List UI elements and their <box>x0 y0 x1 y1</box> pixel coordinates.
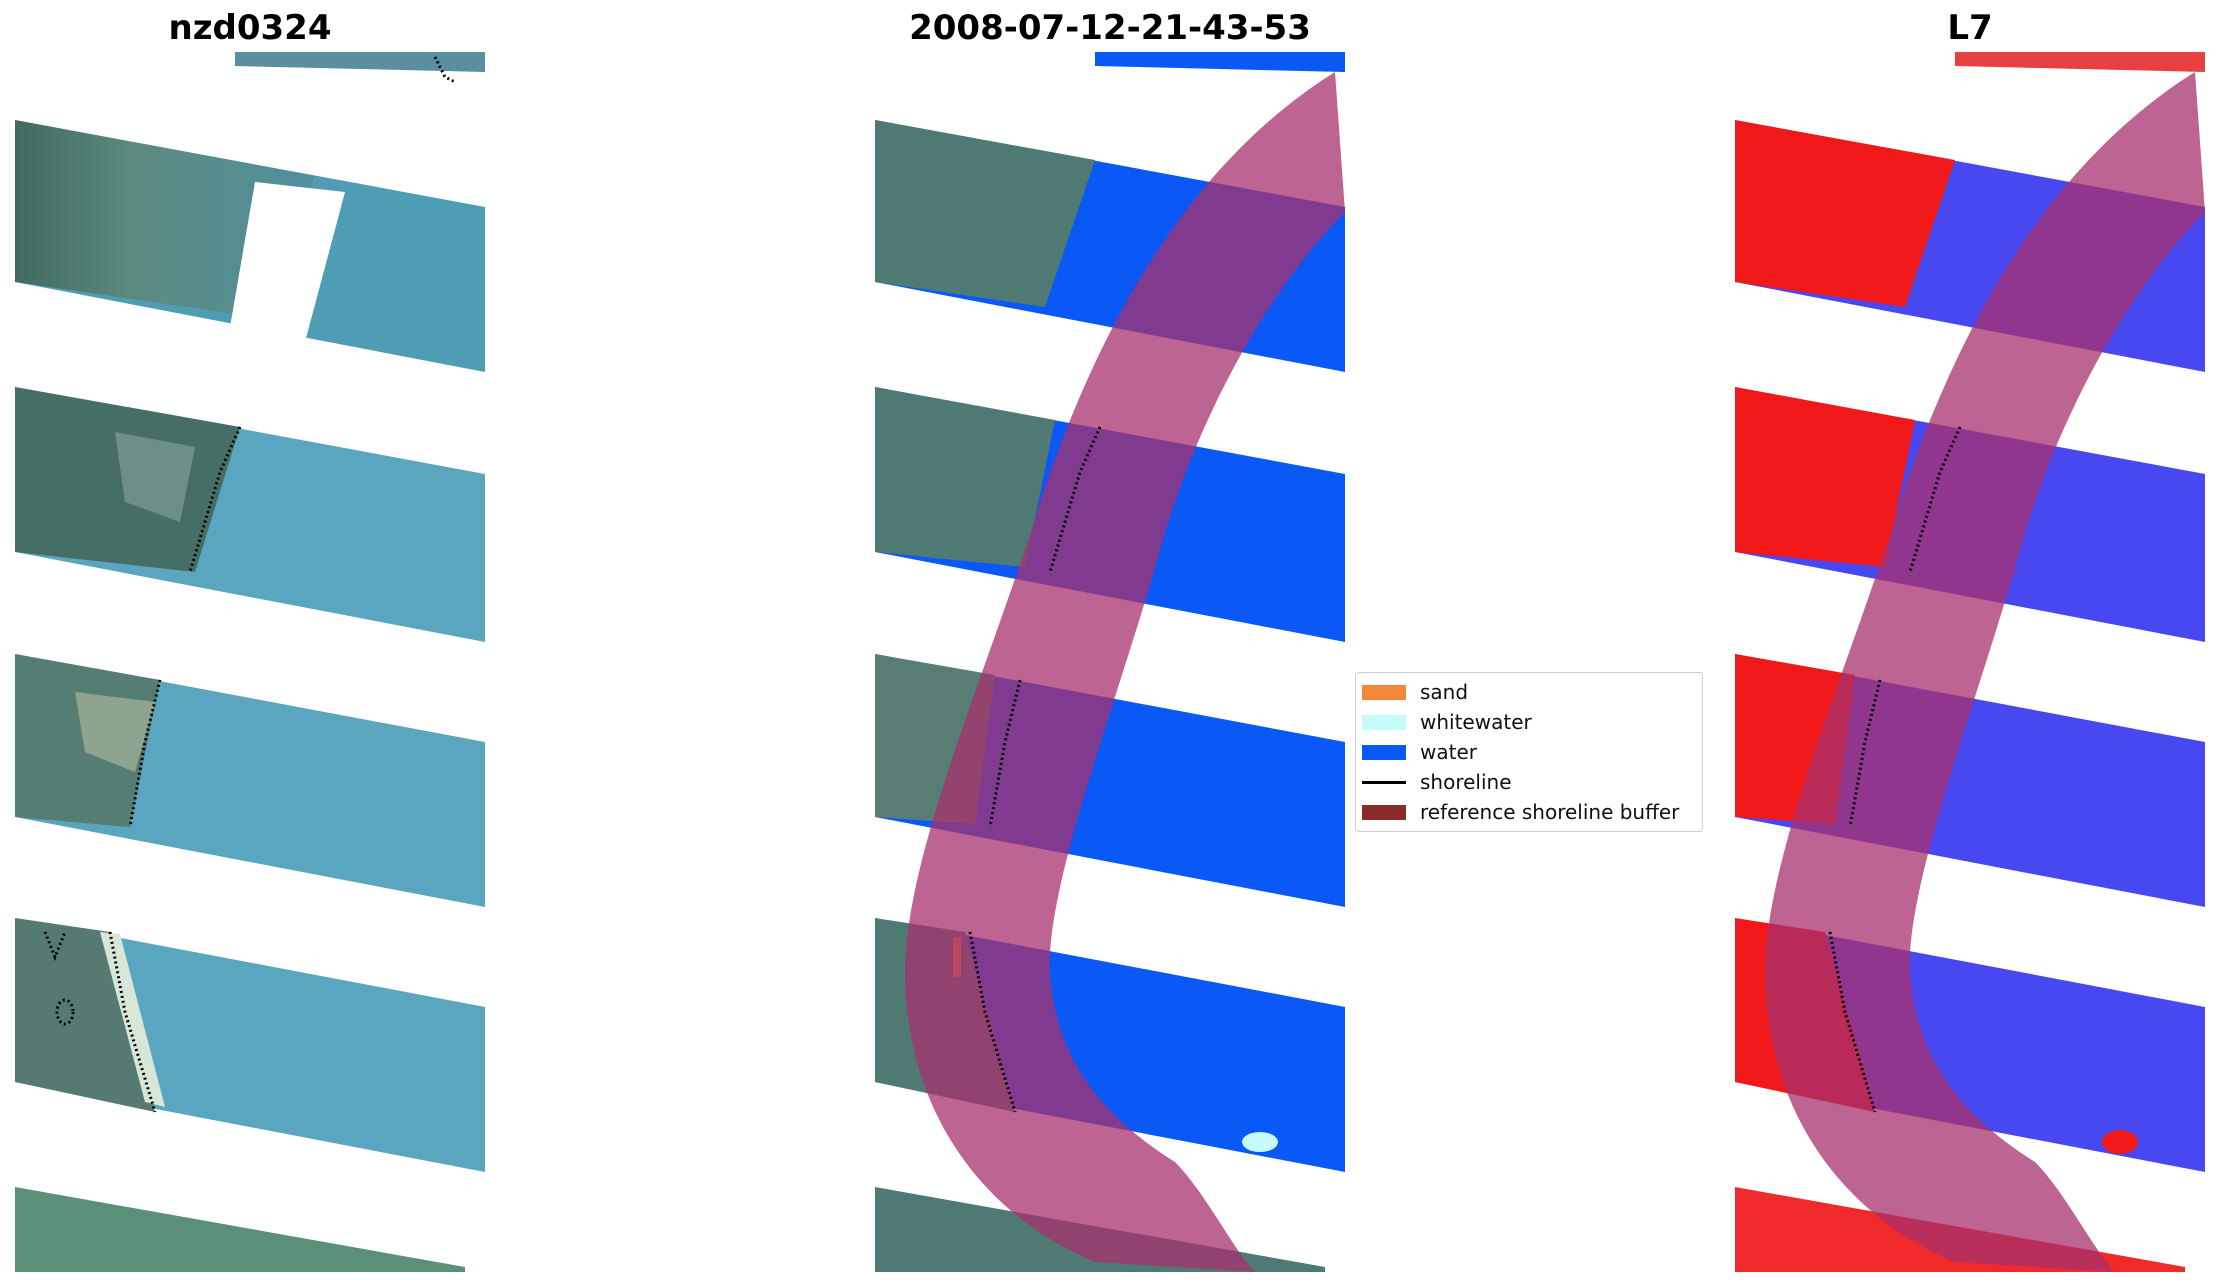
classified-image <box>875 52 1345 1272</box>
image-stripe <box>235 52 485 72</box>
image-gap <box>230 182 345 342</box>
reference-shoreline-buffer <box>905 72 1345 1272</box>
land-area <box>875 387 1055 567</box>
legend-swatch-water <box>1362 744 1406 760</box>
land-area <box>875 120 1095 307</box>
image-stripe <box>15 1187 465 1272</box>
rgb-image <box>15 52 485 1272</box>
legend-label: whitewater <box>1420 710 1532 734</box>
index-image <box>1735 52 2205 1272</box>
image-stripe <box>1955 52 2205 72</box>
image-stripe <box>15 918 485 1172</box>
rgb-image-panel <box>15 52 485 1272</box>
shoreline <box>43 931 67 962</box>
legend: sand whitewater water shoreline referenc… <box>1355 672 1703 832</box>
legend-item-water: water <box>1362 737 1696 767</box>
whitewater-area <box>1242 1132 1278 1152</box>
land-area <box>15 120 315 317</box>
shoreline <box>1908 426 1962 573</box>
land-area <box>1735 387 1915 567</box>
legend-line-shoreline <box>1362 780 1406 784</box>
land-area <box>15 918 155 1112</box>
land-area <box>115 432 195 522</box>
legend-label: water <box>1420 740 1477 764</box>
reference-shoreline-buffer <box>1765 72 2205 1272</box>
legend-item-shoreline: shoreline <box>1362 767 1696 797</box>
panel-title-index: L7 <box>1947 8 1993 48</box>
legend-label: sand <box>1420 680 1469 704</box>
shoreline <box>988 679 1022 828</box>
shoreline <box>968 931 1017 1113</box>
land-area <box>1735 120 1955 307</box>
shoreline <box>188 426 242 573</box>
shoreline <box>1828 931 1877 1113</box>
shoreline <box>108 931 157 1113</box>
shoreline <box>128 679 162 828</box>
index-spot <box>2102 1130 2138 1154</box>
classified-image-panel <box>875 52 1345 1272</box>
legend-swatch-whitewater <box>1362 714 1406 730</box>
legend-swatch-sand <box>1362 684 1406 700</box>
legend-item-sand: sand <box>1362 677 1696 707</box>
legend-item-whitewater: whitewater <box>1362 707 1696 737</box>
land-area <box>100 932 165 1107</box>
image-stripe <box>1095 52 1345 72</box>
legend-swatch-buffer <box>1362 804 1406 820</box>
legend-label: shoreline <box>1420 770 1512 794</box>
shoreline <box>1048 426 1102 573</box>
shoreline <box>55 998 75 1026</box>
panel-title-classified: 2008-07-12-21-43-53 <box>909 8 1311 48</box>
panel-title-rgb: nzd0324 <box>168 8 332 48</box>
index-image-panel <box>1735 52 2205 1272</box>
legend-label: reference shoreline buffer <box>1420 800 1680 824</box>
land-area <box>75 692 155 772</box>
legend-item-buffer: reference shoreline buffer <box>1362 797 1696 827</box>
shoreline <box>1848 679 1882 828</box>
